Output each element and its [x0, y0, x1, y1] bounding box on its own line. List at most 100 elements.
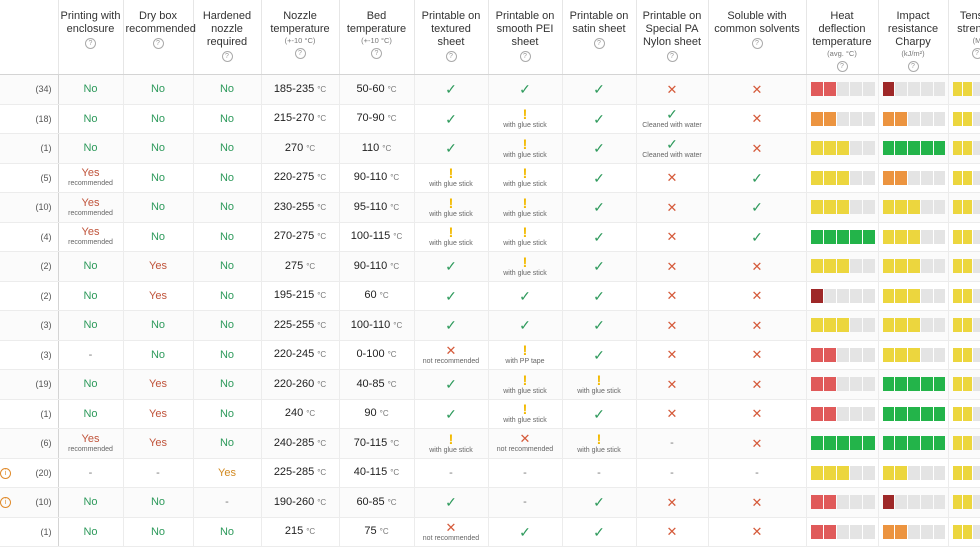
rating-segment: [883, 259, 895, 273]
help-icon[interactable]: ?: [667, 51, 678, 62]
header-nozzle[interactable]: Hardened nozzle required?: [193, 0, 261, 75]
help-icon[interactable]: ?: [222, 51, 233, 62]
soluble-cell: ✕: [708, 134, 806, 164]
nozzle-value: No: [220, 83, 234, 95]
rating-segment: [811, 230, 823, 244]
enclosure-value: No: [83, 526, 97, 538]
header-hdt[interactable]: Heat deflection temperature(avg. °C)?: [806, 0, 878, 75]
help-icon[interactable]: ?: [153, 38, 164, 49]
impact-cell: [878, 340, 948, 370]
rating-segment: [921, 377, 933, 391]
header-count[interactable]: [0, 0, 58, 75]
textured-cell: ✓: [414, 134, 488, 164]
nozzle-cell: No: [193, 134, 261, 164]
rating-segment: [963, 348, 972, 362]
header-enclosure[interactable]: Printing with enclosure?: [58, 0, 123, 75]
header-impact[interactable]: Impact resistance Charpy(kJ/m²)?: [878, 0, 948, 75]
header-tensile[interactable]: Tensile strength(M?: [948, 0, 980, 75]
header-label: Hardened nozzle required: [196, 0, 259, 49]
hdt-rating-bar: [809, 525, 876, 539]
hdt-cell: [806, 311, 878, 341]
warning-icon: !: [417, 432, 486, 446]
impact-cell: [878, 104, 948, 134]
help-icon[interactable]: ?: [972, 48, 980, 59]
rating-segment: [837, 348, 849, 362]
header-sub: (M: [951, 36, 980, 46]
rating-segment: [863, 436, 875, 450]
bed-temp-cell: 90-110°C: [339, 163, 414, 193]
count-cell: i(20): [0, 458, 58, 488]
header-satin[interactable]: Printable on satin sheet?: [562, 0, 636, 75]
cross-icon: ✕: [639, 260, 706, 273]
rating-segment: [837, 82, 849, 96]
help-icon[interactable]: ?: [594, 38, 605, 49]
header-textured[interactable]: Printable on textured sheet?: [414, 0, 488, 75]
rating-segment: [850, 466, 862, 480]
dash-icon: -: [523, 467, 527, 479]
cross-icon: ✕: [711, 83, 804, 96]
impact-rating-bar: [881, 171, 946, 185]
nozzle-value: No: [220, 437, 234, 449]
count-value: (19): [35, 379, 51, 389]
header-row: Printing with enclosure?Dry box recommen…: [0, 0, 980, 75]
help-icon[interactable]: ?: [446, 51, 457, 62]
rating-segment: [953, 318, 962, 332]
header-nylon[interactable]: Printable on Special PA Nylon sheet?: [636, 0, 708, 75]
nylon-cell: ✕: [636, 399, 708, 429]
help-icon[interactable]: ?: [752, 38, 763, 49]
warning-icon: !: [491, 166, 560, 180]
info-icon[interactable]: i: [0, 497, 11, 508]
cross-icon: ✕: [711, 260, 804, 273]
header-pei[interactable]: Printable on smooth PEI sheet?: [488, 0, 562, 75]
help-icon[interactable]: ?: [908, 61, 919, 72]
bed-temp-value: 0-100: [356, 348, 384, 360]
rating-segment: [850, 289, 862, 303]
help-icon[interactable]: ?: [371, 48, 382, 59]
cell-note: with glue stick: [491, 269, 560, 278]
check-icon: ✓: [565, 82, 634, 96]
header-sub: (avg. °C): [809, 49, 876, 59]
pei-cell: !with glue stick: [488, 163, 562, 193]
help-icon[interactable]: ?: [837, 61, 848, 72]
tensile-rating-bar: [951, 259, 980, 273]
bed-temp-value: 90-110: [354, 171, 387, 183]
help-icon[interactable]: ?: [295, 48, 306, 59]
rating-segment: [908, 82, 920, 96]
cross-icon: ✕: [711, 142, 804, 155]
rating-segment: [837, 259, 849, 273]
rating-segment: [973, 82, 980, 96]
info-icon[interactable]: i: [0, 468, 11, 479]
unit-label: °C: [306, 262, 315, 271]
header-nozzle-temp[interactable]: Nozzle temperature(+-10 °C)?: [261, 0, 339, 75]
warning-icon: !: [491, 107, 560, 121]
nozzle-cell: No: [193, 252, 261, 282]
header-drybox[interactable]: Dry box recommended?: [123, 0, 193, 75]
header-bed-temp[interactable]: Bed temperature(+-10 °C)?: [339, 0, 414, 75]
hdt-rating-bar: [809, 318, 876, 332]
nozzle-temp-cell: 230-255°C: [261, 193, 339, 223]
rating-segment: [963, 436, 972, 450]
cell-note: recommended: [61, 209, 121, 218]
drybox-cell: No: [123, 340, 193, 370]
help-icon[interactable]: ?: [520, 51, 531, 62]
help-icon[interactable]: ?: [85, 38, 96, 49]
header-soluble[interactable]: Soluble with common solvents?: [708, 0, 806, 75]
rating-segment: [934, 112, 946, 126]
